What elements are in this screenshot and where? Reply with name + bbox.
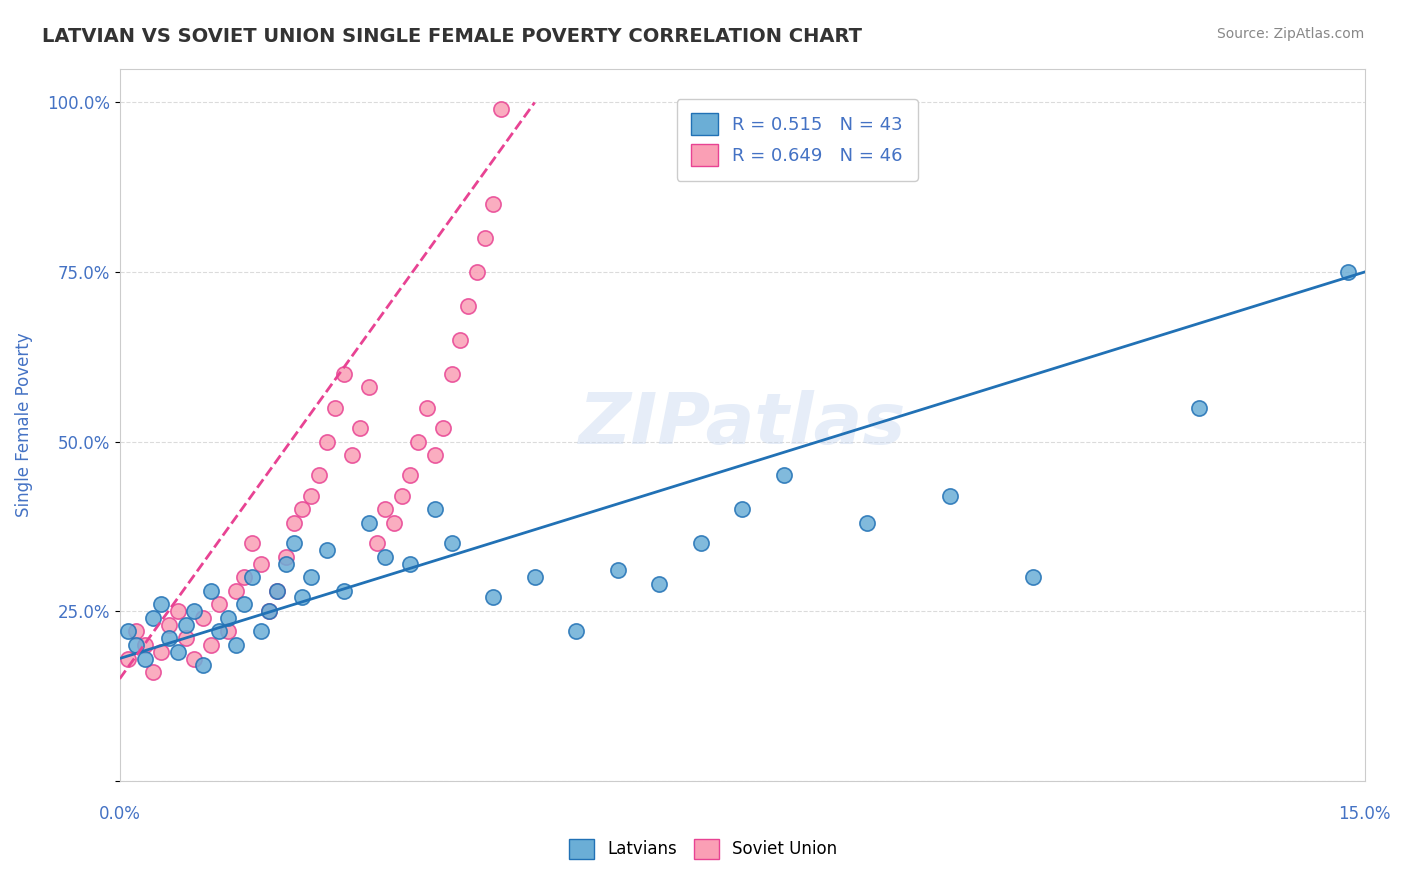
Point [357,380,380,394]
Point [283,516,305,530]
Point [374,549,396,564]
Point [565,624,588,639]
Legend: Latvians, Soviet Union: Latvians, Soviet Union [562,832,844,866]
Point [150,645,173,659]
Legend: R = 0.515   N = 43, R = 0.649   N = 46: R = 0.515 N = 43, R = 0.649 N = 46 [676,99,918,181]
Point [357,516,380,530]
Point [308,468,330,483]
Point [772,468,794,483]
Point [117,624,139,639]
Point [208,597,231,611]
Point [125,624,148,639]
Text: Source: ZipAtlas.com: Source: ZipAtlas.com [1216,27,1364,41]
Point [257,604,280,618]
Point [316,543,339,558]
Point [174,631,197,645]
Point [855,516,877,530]
Point [233,597,256,611]
Y-axis label: Single Female Poverty: Single Female Poverty [15,332,32,516]
Point [689,536,711,550]
Point [325,401,347,415]
Point [208,624,231,639]
Point [465,265,488,279]
Point [174,617,197,632]
Point [482,591,505,605]
Point [349,421,371,435]
Point [274,549,297,564]
Point [332,367,354,381]
Point [200,583,222,598]
Point [416,401,439,415]
Point [249,557,271,571]
Point [606,563,628,577]
Text: LATVIAN VS SOVIET UNION SINGLE FEMALE POVERTY CORRELATION CHART: LATVIAN VS SOVIET UNION SINGLE FEMALE PO… [42,27,862,45]
Point [266,583,288,598]
Point [482,197,505,211]
Point [249,624,271,639]
Point [283,536,305,550]
Point [340,448,363,462]
Point [217,624,239,639]
Point [523,570,546,584]
Point [166,604,188,618]
Point [242,570,264,584]
Point [457,299,479,313]
Point [332,583,354,598]
Point [166,645,188,659]
Point [440,367,463,381]
Point [200,638,222,652]
Point [142,611,165,625]
Point [938,489,960,503]
Point [134,651,156,665]
Point [1022,570,1045,584]
Point [440,536,463,550]
Point [217,611,239,625]
Point [491,102,513,116]
Point [366,536,388,550]
Point [291,591,314,605]
Point [299,570,322,584]
Point [408,434,430,449]
Point [157,631,180,645]
Text: 0.0%: 0.0% [98,805,141,823]
Point [191,611,214,625]
Point [399,468,422,483]
Point [449,333,471,347]
Point [423,448,446,462]
Point [1337,265,1360,279]
Point [150,597,173,611]
Point [391,489,413,503]
Point [299,489,322,503]
Point [432,421,454,435]
Point [266,583,288,598]
Text: ZIPatlas: ZIPatlas [578,390,905,459]
Point [474,231,496,245]
Point [117,651,139,665]
Point [382,516,405,530]
Point [316,434,339,449]
Point [125,638,148,652]
Point [257,604,280,618]
Point [399,557,422,571]
Point [291,502,314,516]
Point [374,502,396,516]
Point [183,604,205,618]
Point [1188,401,1211,415]
Point [134,638,156,652]
Point [242,536,264,550]
Point [142,665,165,679]
Point [233,570,256,584]
Point [648,577,671,591]
Text: 15.0%: 15.0% [1339,805,1391,823]
Point [274,557,297,571]
Point [191,658,214,673]
Point [225,583,247,598]
Point [225,638,247,652]
Point [157,617,180,632]
Point [423,502,446,516]
Point [731,502,754,516]
Point [183,651,205,665]
